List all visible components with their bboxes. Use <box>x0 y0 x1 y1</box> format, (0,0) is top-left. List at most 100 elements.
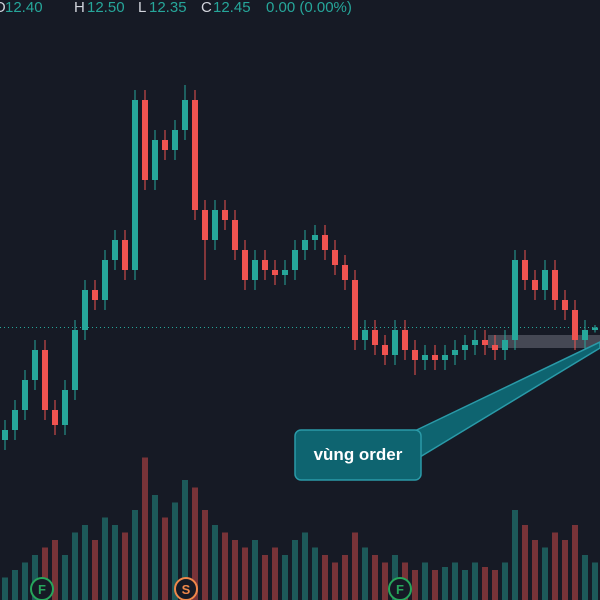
volume-bar <box>352 532 358 600</box>
candle-body <box>192 100 198 210</box>
candle-body <box>542 270 548 290</box>
candle-body <box>442 355 448 360</box>
header-value: 12.35 <box>149 0 187 16</box>
candle-body <box>482 340 488 345</box>
volume-bar <box>232 540 238 600</box>
candle-body <box>502 340 508 350</box>
volume-bar <box>202 510 208 600</box>
event-marker[interactable] <box>388 577 412 600</box>
candle-body <box>322 235 328 250</box>
volume-bar <box>412 570 418 600</box>
volume-bar <box>242 547 248 600</box>
volume-bar <box>322 555 328 600</box>
candle-body <box>32 350 38 380</box>
volume-bar <box>382 562 388 600</box>
header-label: L <box>138 0 146 16</box>
candle-body <box>462 345 468 350</box>
header-label: O <box>0 0 6 16</box>
candle-body <box>242 250 248 280</box>
candle-body <box>122 240 128 270</box>
volume-bar <box>302 532 308 600</box>
volume-bar <box>582 555 588 600</box>
candle-body <box>422 355 428 360</box>
event-marker[interactable] <box>174 577 198 600</box>
volume-bar <box>422 562 428 600</box>
volume-bar <box>142 457 148 600</box>
candle-body <box>102 260 108 300</box>
candle-body <box>372 330 378 345</box>
volume-bar <box>542 547 548 600</box>
event-label: F <box>396 582 404 597</box>
candle-body <box>142 100 148 180</box>
candle-body <box>52 410 58 425</box>
volume-bar <box>212 525 218 600</box>
candle-body <box>472 340 478 345</box>
candle-body <box>302 240 308 250</box>
callout: vùng order <box>294 341 600 481</box>
candle-body <box>412 350 418 360</box>
volume-bar <box>372 555 378 600</box>
event-label: F <box>38 582 46 597</box>
header-label: C <box>201 0 212 16</box>
candle-body <box>582 330 588 340</box>
candle-body <box>492 345 498 350</box>
candle-body <box>382 345 388 355</box>
volume-bar <box>52 540 58 600</box>
volume-bar <box>102 517 108 600</box>
volume-bar <box>62 555 68 600</box>
header-value: 12.45 <box>213 0 251 16</box>
volume-bar <box>442 567 448 600</box>
volume-bar <box>192 487 198 600</box>
volume-bar <box>12 570 18 600</box>
candle-body <box>592 327 598 330</box>
volume-bar <box>132 510 138 600</box>
volume-bar <box>72 532 78 600</box>
volume-bar <box>592 562 598 600</box>
candle-body <box>132 100 138 270</box>
volume-bar <box>502 562 508 600</box>
candle-body <box>362 330 368 340</box>
volume-bar <box>182 480 188 600</box>
candle-body <box>72 330 78 390</box>
candle-body <box>2 430 8 440</box>
header-change: 0.00 (0.00%) <box>266 0 352 16</box>
event-label: S <box>182 582 191 597</box>
header-value: 12.50 <box>87 0 125 16</box>
candle-body <box>112 240 118 260</box>
annotation: vùng order <box>314 445 403 464</box>
candle-body <box>42 350 48 410</box>
candle-body <box>512 260 518 340</box>
volume-bar <box>472 562 478 600</box>
candle-body <box>232 220 238 250</box>
candle-body <box>272 270 278 275</box>
volume-bar <box>172 502 178 600</box>
candle-body <box>342 265 348 280</box>
candle-body <box>12 410 18 430</box>
header: O 12.40 H 12.50 L 12.35 C 12.45 0.00 (0.… <box>0 0 352 16</box>
volume-bar <box>282 555 288 600</box>
candle-body <box>162 140 168 150</box>
candle-body <box>252 260 258 280</box>
volume-bar <box>272 547 278 600</box>
volume-bar <box>392 555 398 600</box>
header-label: H <box>74 0 85 16</box>
candle-body <box>312 235 318 240</box>
candle-body <box>222 210 228 220</box>
volume-bar <box>292 540 298 600</box>
event-marker[interactable] <box>30 577 54 600</box>
volume-bar <box>552 532 558 600</box>
volume-bar <box>492 570 498 600</box>
candle-body <box>172 130 178 150</box>
candle-body <box>572 310 578 340</box>
volume-bar <box>112 525 118 600</box>
volume-bar <box>2 577 8 600</box>
candle-body <box>532 280 538 290</box>
candle-body <box>522 260 528 280</box>
volume-bar <box>532 540 538 600</box>
volume-bar <box>562 540 568 600</box>
candle-body <box>292 250 298 270</box>
volume-bar <box>152 495 158 600</box>
